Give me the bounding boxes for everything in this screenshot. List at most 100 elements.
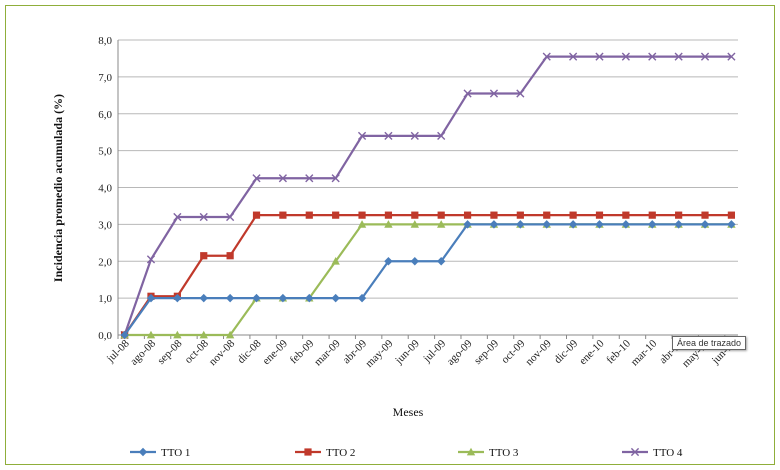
series-tto-3 bbox=[120, 220, 736, 339]
data-point bbox=[305, 293, 314, 303]
y-tick-label: 7,0 bbox=[98, 72, 112, 84]
series-tto-1 bbox=[120, 220, 736, 340]
data-point bbox=[621, 220, 631, 229]
y-tick-label: 0,0 bbox=[98, 330, 112, 342]
series-tto-2 bbox=[120, 211, 736, 339]
data-point bbox=[727, 52, 736, 61]
legend-label: TTO 2 bbox=[326, 447, 355, 459]
data-point bbox=[489, 220, 499, 229]
legend: TTO 1 TTO 2 TTO 3 TTO 4 bbox=[130, 447, 683, 459]
data-point bbox=[595, 220, 604, 229]
x-tick-label: feb-09 bbox=[288, 337, 317, 366]
data-point bbox=[173, 330, 182, 339]
data-point bbox=[630, 447, 640, 457]
data-point bbox=[252, 211, 261, 219]
series-line bbox=[123, 55, 732, 336]
data-point bbox=[648, 211, 656, 219]
data-point bbox=[384, 211, 393, 219]
data-point bbox=[411, 211, 419, 219]
data-point bbox=[516, 89, 525, 98]
data-point bbox=[648, 220, 657, 229]
data-point bbox=[384, 220, 393, 228]
data-point bbox=[173, 293, 182, 303]
data-point bbox=[357, 220, 367, 228]
legend-item: TTO 2 bbox=[295, 447, 355, 459]
data-point bbox=[225, 330, 235, 339]
data-point bbox=[410, 257, 420, 266]
x-tick-label: feb-10 bbox=[604, 337, 633, 366]
x-axis-title: Meses bbox=[393, 405, 424, 419]
chart-frame bbox=[5, 5, 775, 465]
data-point bbox=[410, 131, 419, 140]
x-tick-label: sep-09 bbox=[472, 337, 502, 367]
data-point bbox=[173, 212, 182, 222]
y-tick-label: 1,0 bbox=[98, 293, 112, 305]
data-point bbox=[622, 211, 630, 219]
data-point bbox=[146, 293, 156, 303]
data-point bbox=[437, 131, 446, 140]
y-axis-title: Incidencia promedio acumulada (%) bbox=[51, 94, 65, 282]
data-point bbox=[226, 212, 235, 222]
data-point bbox=[305, 211, 313, 219]
legend-label: TTO 4 bbox=[653, 447, 683, 459]
data-point bbox=[199, 330, 208, 339]
data-point bbox=[675, 211, 683, 219]
data-point bbox=[331, 293, 340, 303]
data-point bbox=[648, 52, 657, 61]
data-point bbox=[463, 211, 472, 219]
data-point bbox=[199, 293, 208, 303]
x-tick-label: sep-08 bbox=[155, 337, 185, 367]
data-point bbox=[489, 89, 499, 98]
data-point bbox=[146, 330, 156, 339]
y-tick-label: 8,0 bbox=[98, 35, 112, 47]
data-point bbox=[410, 220, 420, 228]
data-point bbox=[543, 211, 551, 219]
legend-item: TTO 4 bbox=[622, 447, 683, 459]
data-point bbox=[331, 174, 340, 183]
x-tick-label: may-09 bbox=[363, 337, 396, 370]
x-tick-label: oct-09 bbox=[499, 337, 528, 366]
x-tick-label: dic-08 bbox=[235, 337, 264, 366]
data-point bbox=[357, 293, 367, 303]
data-point bbox=[466, 447, 476, 456]
data-point bbox=[595, 211, 604, 219]
x-tick-label: mar-09 bbox=[312, 337, 343, 368]
data-point bbox=[436, 220, 446, 228]
data-point bbox=[199, 212, 208, 222]
data-point bbox=[278, 293, 288, 303]
y-tick-label: 3,0 bbox=[98, 219, 112, 231]
legend-item: TTO 3 bbox=[458, 447, 519, 459]
data-point bbox=[490, 211, 498, 219]
data-point bbox=[384, 131, 393, 140]
data-point bbox=[304, 448, 312, 456]
data-point bbox=[252, 293, 261, 303]
data-point bbox=[358, 211, 366, 219]
x-tick-label: oct-08 bbox=[183, 337, 212, 366]
data-point bbox=[542, 220, 551, 229]
y-tick-label: 5,0 bbox=[98, 146, 112, 158]
data-point bbox=[252, 174, 261, 183]
data-point bbox=[279, 211, 287, 219]
x-tick-label: ago-09 bbox=[445, 337, 475, 367]
data-point bbox=[516, 220, 525, 229]
data-point bbox=[568, 220, 578, 229]
x-tick-label: mar-10 bbox=[629, 337, 660, 368]
x-tick-label: jul-09 bbox=[421, 337, 449, 365]
x-tick-label: nov-08 bbox=[207, 337, 238, 368]
x-tick-label: nov-09 bbox=[523, 337, 554, 368]
y-tick-label: 6,0 bbox=[98, 109, 112, 121]
x-tick-label: ene-09 bbox=[260, 337, 290, 367]
data-point bbox=[569, 52, 578, 61]
data-point bbox=[516, 211, 524, 219]
series-line bbox=[123, 214, 732, 336]
y-tick-label: 2,0 bbox=[98, 256, 112, 268]
x-tick-label: jun-09 bbox=[392, 337, 422, 367]
legend-label: TTO 1 bbox=[161, 447, 190, 459]
data-point bbox=[700, 220, 710, 229]
data-point bbox=[463, 89, 472, 98]
data-point bbox=[332, 211, 340, 219]
data-point bbox=[542, 52, 551, 61]
data-point bbox=[138, 447, 148, 457]
data-point bbox=[437, 211, 445, 219]
data-point bbox=[674, 52, 683, 61]
